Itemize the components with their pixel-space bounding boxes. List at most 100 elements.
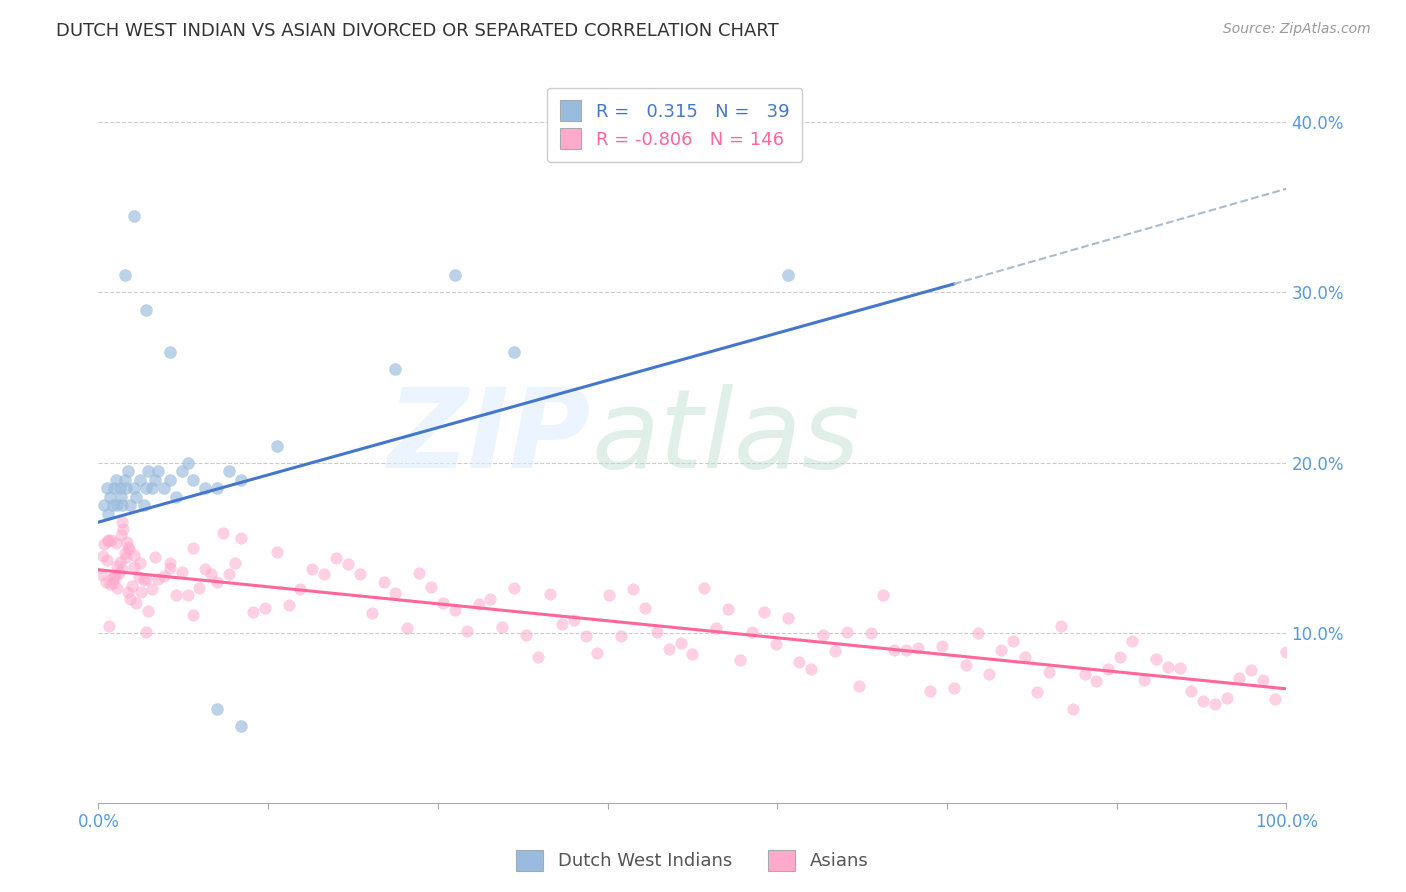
Point — [728, 653, 751, 667]
Point — [145, 549, 167, 564]
Point — [979, 667, 1001, 681]
Point — [682, 647, 704, 661]
Point — [503, 581, 526, 595]
Point — [114, 268, 136, 283]
Point — [1227, 671, 1250, 685]
Point — [752, 606, 775, 620]
Point — [120, 591, 142, 606]
Point — [336, 558, 359, 572]
Point — [93, 537, 115, 551]
Point — [717, 602, 740, 616]
Point — [152, 481, 174, 495]
Point — [1240, 663, 1263, 677]
Point — [132, 498, 155, 512]
Point — [1144, 652, 1167, 666]
Point — [101, 571, 124, 585]
Point — [907, 641, 929, 656]
Point — [98, 619, 121, 633]
Point — [117, 464, 139, 478]
Point — [966, 625, 988, 640]
Point — [103, 481, 125, 495]
Point — [117, 584, 139, 599]
Point — [1002, 633, 1025, 648]
Point — [125, 596, 148, 610]
Point — [145, 473, 167, 487]
Point — [1085, 674, 1108, 689]
Point — [408, 566, 430, 580]
Point — [349, 567, 371, 582]
Point — [491, 620, 513, 634]
Point — [266, 439, 288, 453]
Point — [562, 613, 585, 627]
Point — [384, 362, 406, 376]
Point — [789, 655, 811, 669]
Point — [112, 522, 135, 536]
Point — [218, 464, 240, 478]
Point — [314, 567, 336, 582]
Point — [420, 580, 443, 594]
Point — [669, 636, 692, 650]
Point — [538, 587, 561, 601]
Point — [141, 481, 163, 495]
Point — [1109, 649, 1132, 664]
Point — [883, 643, 905, 657]
Point — [176, 456, 198, 470]
Text: DUTCH WEST INDIAN VS ASIAN DIVORCED OR SEPARATED CORRELATION CHART: DUTCH WEST INDIAN VS ASIAN DIVORCED OR S… — [56, 22, 779, 40]
Point — [183, 607, 205, 622]
Point — [384, 586, 406, 600]
Point — [96, 481, 118, 495]
Point — [97, 533, 120, 547]
Point — [110, 490, 132, 504]
Point — [824, 644, 846, 658]
Point — [122, 548, 145, 562]
Point — [301, 562, 323, 576]
Point — [1192, 694, 1215, 708]
Point — [111, 498, 134, 512]
Point — [121, 579, 143, 593]
Point — [93, 498, 115, 512]
Point — [110, 528, 132, 542]
Point — [444, 603, 467, 617]
Point — [253, 600, 276, 615]
Point — [1121, 633, 1143, 648]
Point — [188, 581, 211, 595]
Point — [108, 481, 131, 495]
Point — [159, 560, 181, 574]
Point — [91, 568, 114, 582]
Point — [114, 550, 136, 565]
Point — [277, 598, 299, 612]
Point — [104, 571, 127, 585]
Point — [704, 621, 727, 635]
Point — [551, 617, 574, 632]
Point — [955, 658, 977, 673]
Point — [266, 545, 288, 559]
Point — [107, 498, 129, 512]
Point — [115, 535, 138, 549]
Point — [645, 625, 668, 640]
Point — [108, 555, 131, 569]
Point — [125, 490, 148, 504]
Point — [503, 345, 526, 359]
Point — [942, 681, 965, 696]
Point — [1062, 702, 1084, 716]
Point — [111, 515, 134, 529]
Point — [776, 611, 799, 625]
Point — [159, 556, 181, 570]
Point — [207, 481, 229, 495]
Point — [165, 490, 187, 504]
Point — [135, 481, 157, 495]
Point — [931, 639, 953, 653]
Point — [872, 588, 894, 602]
Point — [1038, 665, 1060, 679]
Point — [1049, 619, 1071, 633]
Point — [114, 546, 136, 560]
Point — [218, 567, 240, 582]
Point — [183, 541, 205, 555]
Point — [120, 498, 142, 512]
Point — [96, 553, 118, 567]
Point — [135, 302, 157, 317]
Point — [122, 559, 145, 574]
Point — [98, 490, 121, 504]
Point — [800, 662, 823, 676]
Point — [135, 624, 157, 639]
